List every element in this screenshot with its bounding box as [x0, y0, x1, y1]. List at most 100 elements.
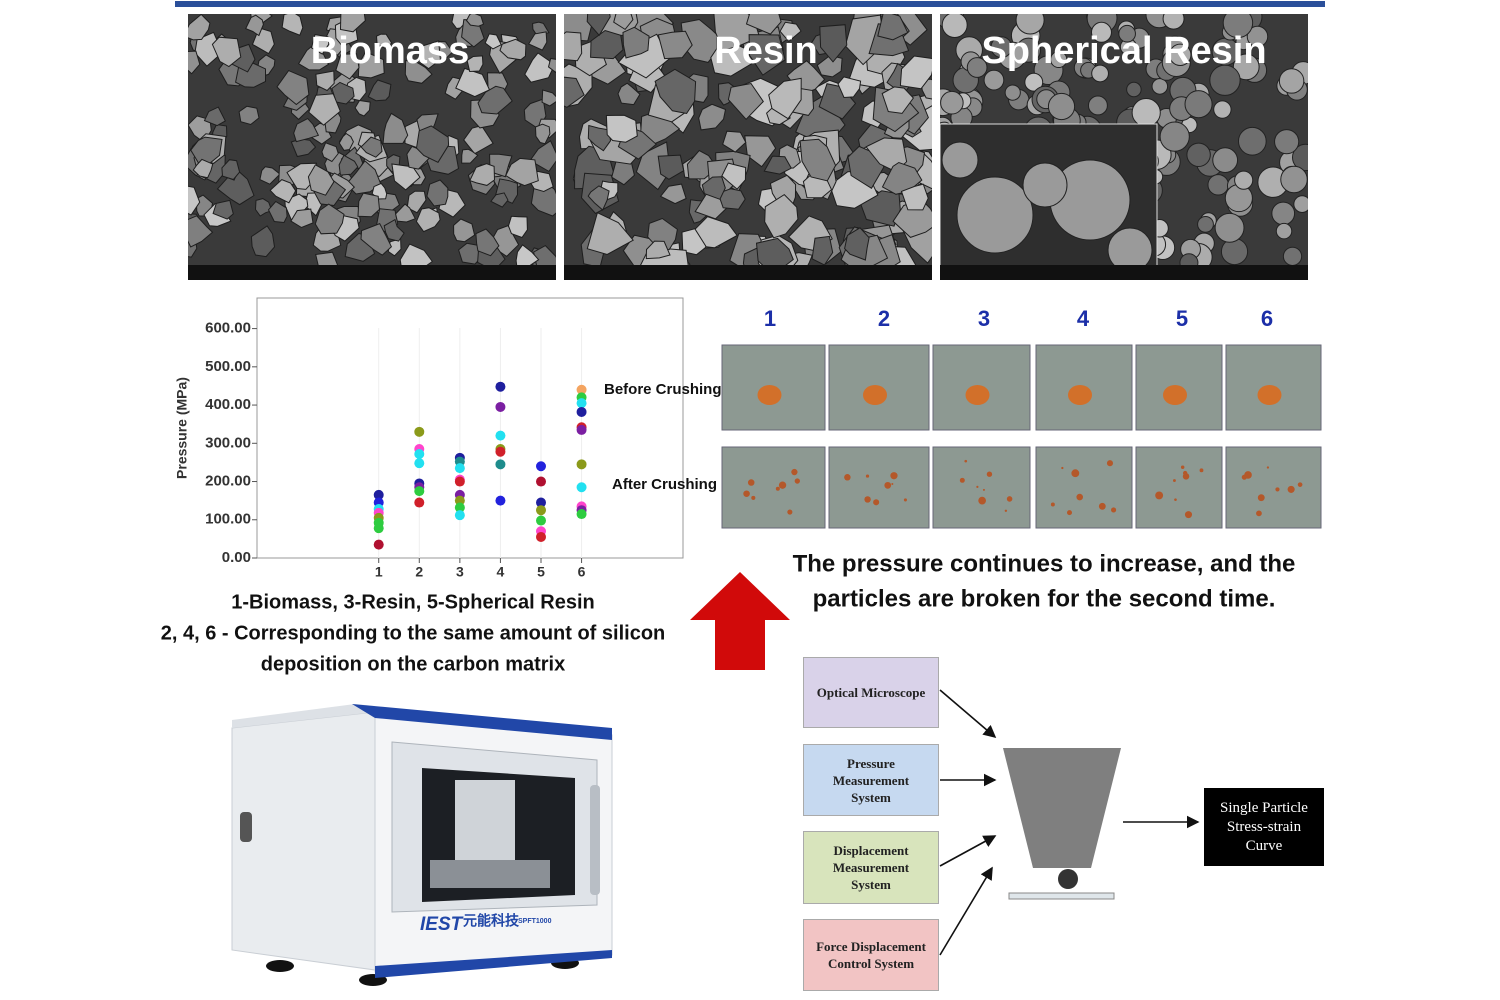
machine-side [231, 711, 376, 971]
sem-particle [335, 53, 360, 80]
point [454, 510, 465, 521]
sem-particle [406, 190, 427, 214]
particle-fragment [787, 509, 793, 515]
point [536, 505, 546, 516]
point [536, 461, 546, 472]
particle-fragment [791, 468, 798, 476]
handle [590, 785, 600, 895]
sem-particle [586, 14, 611, 37]
sem-particle [461, 148, 479, 164]
micrograph-caption: particles are broken for the second time… [813, 585, 1276, 612]
flow-box: Optical Microscope [803, 657, 939, 728]
sem-particle [900, 183, 929, 211]
sem-particle [290, 208, 314, 229]
sem-particle [415, 125, 450, 163]
sem-particle [799, 138, 837, 182]
sem-particle [357, 192, 381, 218]
particle-fragment [844, 474, 851, 481]
sem-particle [727, 82, 764, 121]
point [495, 401, 506, 412]
particle-before [1068, 385, 1092, 405]
point [414, 458, 425, 469]
sem-particle [1118, 24, 1136, 43]
sem-particle [1212, 147, 1239, 174]
micrographs: 1 2 3 4 5 6 The pressure continues to increase… [721, 306, 1322, 612]
particle-fragment [891, 482, 894, 485]
machine-top [232, 704, 375, 728]
trapezoid [1003, 748, 1121, 868]
sem-particle [657, 154, 685, 180]
sem-particle [694, 216, 738, 249]
sem-particle [455, 67, 491, 98]
sem-particle [490, 192, 509, 208]
sem-info-bar [940, 265, 1308, 280]
y-tick-label: 300.00 [205, 434, 251, 451]
sem-panel [564, 14, 932, 280]
sem-particle [654, 68, 697, 115]
sem-particle [250, 225, 276, 258]
sem-particle [1224, 184, 1253, 213]
sem-particle [1015, 14, 1045, 35]
sem-particle [315, 70, 335, 92]
x-tick-label: 1 [375, 564, 383, 580]
x-tick-label: 5 [537, 564, 545, 580]
plot-frame [256, 297, 684, 559]
top-rule [175, 1, 1325, 7]
sem-particle [837, 76, 862, 99]
annotation: Before Crushing [604, 381, 722, 398]
particle-fragment [1076, 493, 1083, 501]
micrograph-tile [932, 446, 1031, 529]
particle-fragment [1180, 465, 1185, 470]
sem-particle [489, 153, 513, 178]
sem-particle [360, 136, 383, 158]
sem-particle [238, 105, 260, 126]
micrograph-tile [721, 446, 826, 529]
sem-particle [763, 155, 792, 175]
sem-particle [587, 185, 610, 211]
particle-before [1163, 385, 1187, 405]
sem-particle [983, 69, 1005, 91]
sem-particle [1220, 237, 1249, 266]
point [576, 459, 587, 470]
sem-particle [613, 14, 634, 31]
scatter-chart: 0.00 100.00 200.00 300.00 400.00 500.00 600.00… [161, 297, 722, 675]
particle-fragment [1067, 510, 1072, 516]
particle-fragment [794, 478, 800, 484]
particle-fragment [986, 471, 993, 477]
sem-particle [477, 85, 513, 115]
sem-particle [1184, 90, 1213, 119]
sem-particle [745, 14, 782, 35]
particle-fragment [890, 472, 898, 480]
sem-particle [590, 29, 624, 60]
y-tick-label: 500.00 [205, 358, 251, 375]
point [414, 449, 425, 459]
blue-trim [375, 950, 612, 978]
sem-particle [382, 112, 409, 144]
arrow [939, 835, 997, 867]
sem-particle [463, 125, 494, 155]
sem-particle [321, 142, 339, 163]
platform [1008, 892, 1115, 900]
point [576, 482, 587, 493]
arrow [939, 866, 993, 956]
sem-particle [307, 164, 335, 196]
sem-particle [1234, 170, 1254, 190]
sem-particle [345, 160, 382, 195]
sem-particle [453, 218, 476, 243]
sem-particle [367, 79, 392, 102]
sem-panel [188, 14, 556, 280]
point [536, 476, 546, 487]
point [414, 426, 425, 437]
sem-particle [505, 157, 539, 187]
sem-particle [1207, 174, 1229, 196]
particle-fragment [1006, 496, 1013, 502]
sem-particle [899, 55, 932, 90]
particle-fragment [1184, 511, 1193, 519]
particle-fragment [1110, 507, 1117, 513]
chart-caption: 2, 4, 6 - Corresponding to the same amou… [161, 622, 666, 644]
sem-panels: Biomass Resin Spherical Resin [188, 14, 1308, 280]
point [576, 384, 587, 395]
sem-particle [269, 179, 297, 204]
sem-particle [203, 106, 226, 127]
